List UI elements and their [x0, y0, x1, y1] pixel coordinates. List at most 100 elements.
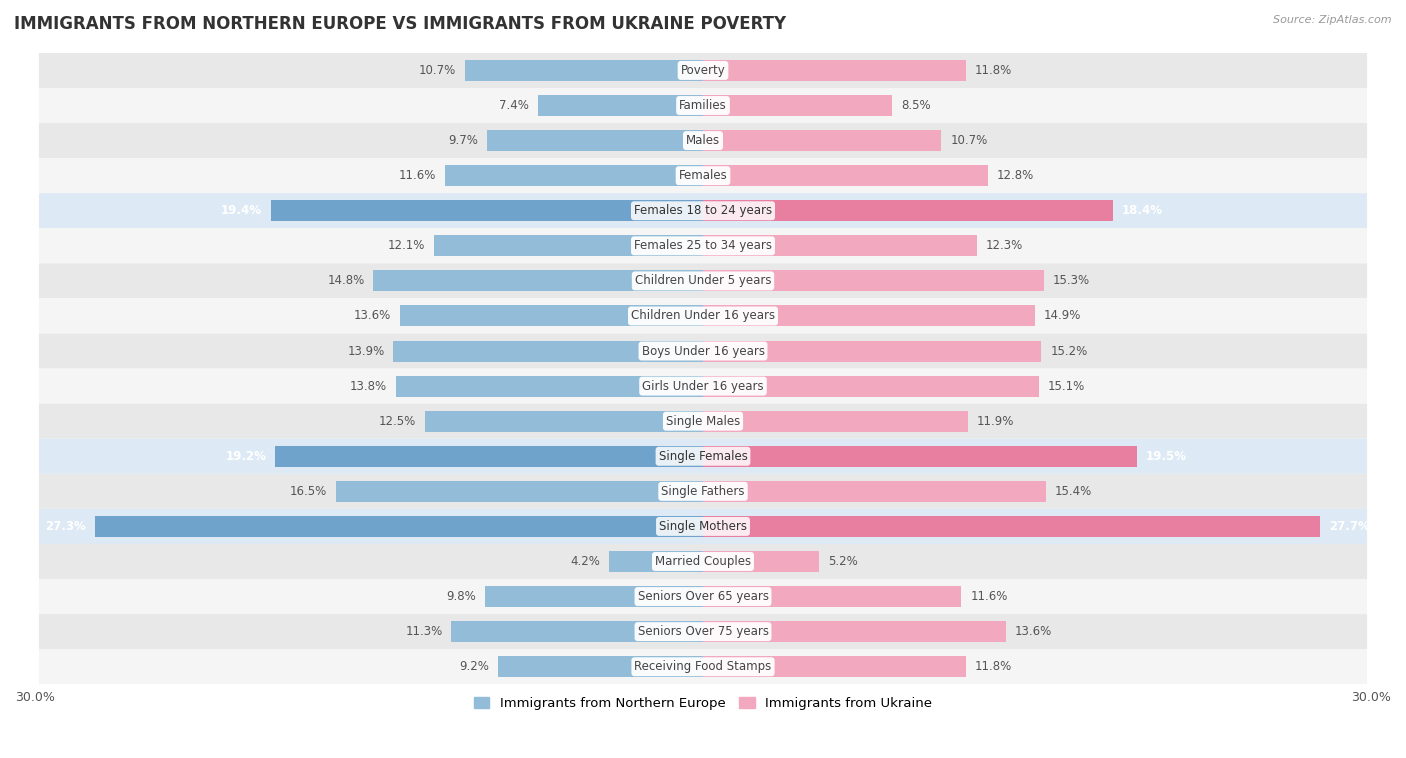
Bar	[703, 656, 966, 677]
Text: 8.5%: 8.5%	[901, 99, 931, 112]
Bar	[703, 376, 1039, 396]
FancyBboxPatch shape	[39, 509, 1367, 544]
FancyBboxPatch shape	[39, 263, 1367, 299]
Text: IMMIGRANTS FROM NORTHERN EUROPE VS IMMIGRANTS FROM UKRAINE POVERTY: IMMIGRANTS FROM NORTHERN EUROPE VS IMMIG…	[14, 15, 786, 33]
FancyBboxPatch shape	[39, 228, 1367, 263]
Text: 15.2%: 15.2%	[1050, 345, 1088, 358]
Bar	[703, 165, 988, 186]
Text: 14.8%: 14.8%	[328, 274, 364, 287]
Text: Families: Families	[679, 99, 727, 112]
Text: 10.7%: 10.7%	[419, 64, 456, 77]
Text: 11.6%: 11.6%	[970, 590, 1008, 603]
Text: 12.8%: 12.8%	[997, 169, 1035, 182]
FancyBboxPatch shape	[39, 614, 1367, 649]
Bar	[703, 411, 967, 432]
Bar	[444, 165, 703, 186]
Text: 13.8%: 13.8%	[350, 380, 387, 393]
Text: Seniors Over 65 years: Seniors Over 65 years	[637, 590, 769, 603]
Bar	[703, 95, 893, 116]
Text: 27.3%: 27.3%	[45, 520, 86, 533]
Bar	[703, 516, 1320, 537]
Text: 11.8%: 11.8%	[974, 64, 1012, 77]
Text: 10.7%: 10.7%	[950, 134, 987, 147]
Text: 4.2%: 4.2%	[571, 555, 600, 568]
Text: 14.9%: 14.9%	[1043, 309, 1081, 322]
Bar	[703, 340, 1042, 362]
Bar	[703, 586, 962, 607]
Bar	[703, 621, 1005, 642]
Bar	[498, 656, 703, 677]
Text: 9.7%: 9.7%	[449, 134, 478, 147]
Text: 12.3%: 12.3%	[986, 240, 1024, 252]
Bar	[609, 551, 703, 572]
FancyBboxPatch shape	[39, 544, 1367, 579]
Bar	[96, 516, 703, 537]
Bar	[401, 305, 703, 327]
Bar	[703, 481, 1046, 502]
Bar	[465, 60, 703, 81]
FancyBboxPatch shape	[39, 299, 1367, 334]
Text: 13.6%: 13.6%	[354, 309, 391, 322]
Bar	[703, 551, 818, 572]
Bar	[394, 340, 703, 362]
Text: 11.3%: 11.3%	[405, 625, 443, 638]
Text: Females 25 to 34 years: Females 25 to 34 years	[634, 240, 772, 252]
Bar	[538, 95, 703, 116]
Text: 19.4%: 19.4%	[221, 204, 262, 218]
Text: 16.5%: 16.5%	[290, 485, 326, 498]
Text: Source: ZipAtlas.com: Source: ZipAtlas.com	[1274, 15, 1392, 25]
FancyBboxPatch shape	[39, 404, 1367, 439]
Text: Poverty: Poverty	[681, 64, 725, 77]
Text: 12.1%: 12.1%	[387, 240, 425, 252]
Bar	[703, 60, 966, 81]
Text: Single Mothers: Single Mothers	[659, 520, 747, 533]
Text: Girls Under 16 years: Girls Under 16 years	[643, 380, 763, 393]
FancyBboxPatch shape	[39, 193, 1367, 228]
Bar	[703, 130, 941, 151]
Text: Single Males: Single Males	[666, 415, 740, 428]
FancyBboxPatch shape	[39, 439, 1367, 474]
Bar	[271, 200, 703, 221]
Text: 19.2%: 19.2%	[225, 449, 267, 463]
Text: 13.6%: 13.6%	[1015, 625, 1052, 638]
Text: 7.4%: 7.4%	[499, 99, 529, 112]
FancyBboxPatch shape	[39, 88, 1367, 123]
Legend: Immigrants from Northern Europe, Immigrants from Ukraine: Immigrants from Northern Europe, Immigra…	[468, 692, 938, 716]
FancyBboxPatch shape	[39, 334, 1367, 368]
Text: 13.9%: 13.9%	[347, 345, 385, 358]
FancyBboxPatch shape	[39, 123, 1367, 158]
Text: 19.5%: 19.5%	[1146, 449, 1187, 463]
Text: Males: Males	[686, 134, 720, 147]
Text: 9.2%: 9.2%	[460, 660, 489, 673]
Bar	[486, 130, 703, 151]
FancyBboxPatch shape	[39, 579, 1367, 614]
Bar	[395, 376, 703, 396]
Text: Seniors Over 75 years: Seniors Over 75 years	[637, 625, 769, 638]
FancyBboxPatch shape	[39, 649, 1367, 684]
Text: Females: Females	[679, 169, 727, 182]
Text: Single Fathers: Single Fathers	[661, 485, 745, 498]
Bar	[374, 271, 703, 291]
Bar	[336, 481, 703, 502]
Bar	[703, 235, 977, 256]
Text: 11.9%: 11.9%	[977, 415, 1014, 428]
Text: 9.8%: 9.8%	[446, 590, 475, 603]
FancyBboxPatch shape	[39, 474, 1367, 509]
Bar	[703, 271, 1043, 291]
Text: 11.8%: 11.8%	[974, 660, 1012, 673]
Bar	[276, 446, 703, 467]
Text: 27.7%: 27.7%	[1329, 520, 1369, 533]
Bar	[433, 235, 703, 256]
Text: Receiving Food Stamps: Receiving Food Stamps	[634, 660, 772, 673]
Text: 11.6%: 11.6%	[398, 169, 436, 182]
Text: Females 18 to 24 years: Females 18 to 24 years	[634, 204, 772, 218]
Text: 18.4%: 18.4%	[1122, 204, 1163, 218]
Bar	[451, 621, 703, 642]
Text: 15.1%: 15.1%	[1047, 380, 1085, 393]
FancyBboxPatch shape	[39, 368, 1367, 404]
Text: Married Couples: Married Couples	[655, 555, 751, 568]
Text: 15.3%: 15.3%	[1053, 274, 1090, 287]
Bar	[425, 411, 703, 432]
Text: Children Under 5 years: Children Under 5 years	[634, 274, 772, 287]
Bar	[703, 446, 1137, 467]
